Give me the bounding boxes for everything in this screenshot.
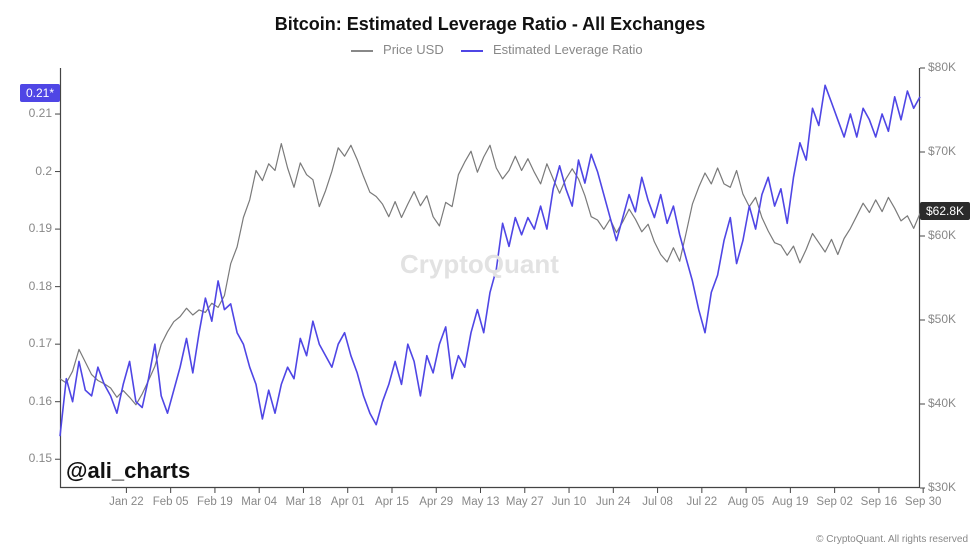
legend-swatch-leverage [461, 50, 483, 52]
y-right-tick-label: $40K [928, 396, 956, 410]
x-tick-label: Apr 29 [419, 496, 453, 508]
y-left-tick-label: 0.15 [29, 451, 52, 465]
x-tick-label: Apr 15 [375, 496, 409, 508]
copyright: © CryptoQuant. All rights reserved [816, 534, 968, 545]
chart-title: Bitcoin: Estimated Leverage Ratio - All … [0, 14, 980, 35]
x-tick-label: Jul 08 [642, 496, 673, 508]
y-right-tick-label: $80K [928, 60, 956, 74]
x-tick-label: Jul 22 [686, 496, 717, 508]
x-tick-label: Sep 30 [905, 496, 941, 508]
x-tick-label: Sep 02 [816, 496, 852, 508]
x-tick-label: Feb 19 [197, 496, 233, 508]
x-tick-label: May 27 [506, 496, 544, 508]
chart-container: { "title": "Bitcoin: Estimated Leverage … [0, 0, 980, 551]
y-left-tick-label: 0.16 [29, 394, 52, 408]
x-tick-label: Jan 22 [109, 496, 144, 508]
y-left-tick-label: 0.17 [29, 336, 52, 350]
x-tick-label: Mar 04 [241, 496, 277, 508]
plot-area: CryptoQuant @ali_charts [60, 68, 920, 488]
legend-label-price: Price USD [383, 42, 444, 57]
current-leverage-tag: 0.21* [20, 84, 60, 102]
chart-svg [60, 68, 920, 488]
legend-swatch-price [351, 50, 373, 52]
x-tick-label: May 13 [462, 496, 500, 508]
x-tick-label: Aug 05 [728, 496, 764, 508]
y-right-tick-label: $30K [928, 480, 956, 494]
x-tick-label: Mar 18 [286, 496, 322, 508]
y-right-tick-label: $70K [928, 144, 956, 158]
x-tick-label: Jun 24 [596, 496, 631, 508]
x-tick-label: Sep 16 [861, 496, 897, 508]
y-left-tick-label: 0.21 [29, 106, 52, 120]
legend: Price USD Estimated Leverage Ratio [0, 42, 980, 57]
y-right-tick-label: $60K [928, 228, 956, 242]
y-left-tick-label: 0.18 [29, 279, 52, 293]
y-left-tick-label: 0.2 [35, 164, 52, 178]
legend-label-leverage: Estimated Leverage Ratio [493, 42, 643, 57]
handle-tag: @ali_charts [66, 458, 190, 484]
x-tick-label: Feb 05 [153, 496, 189, 508]
current-price-tag: $62.8K [920, 202, 970, 220]
y-left-tick-label: 0.19 [29, 221, 52, 235]
x-tick-label: Apr 01 [331, 496, 365, 508]
x-tick-label: Aug 19 [772, 496, 808, 508]
y-right-tick-label: $50K [928, 312, 956, 326]
x-tick-label: Jun 10 [552, 496, 587, 508]
